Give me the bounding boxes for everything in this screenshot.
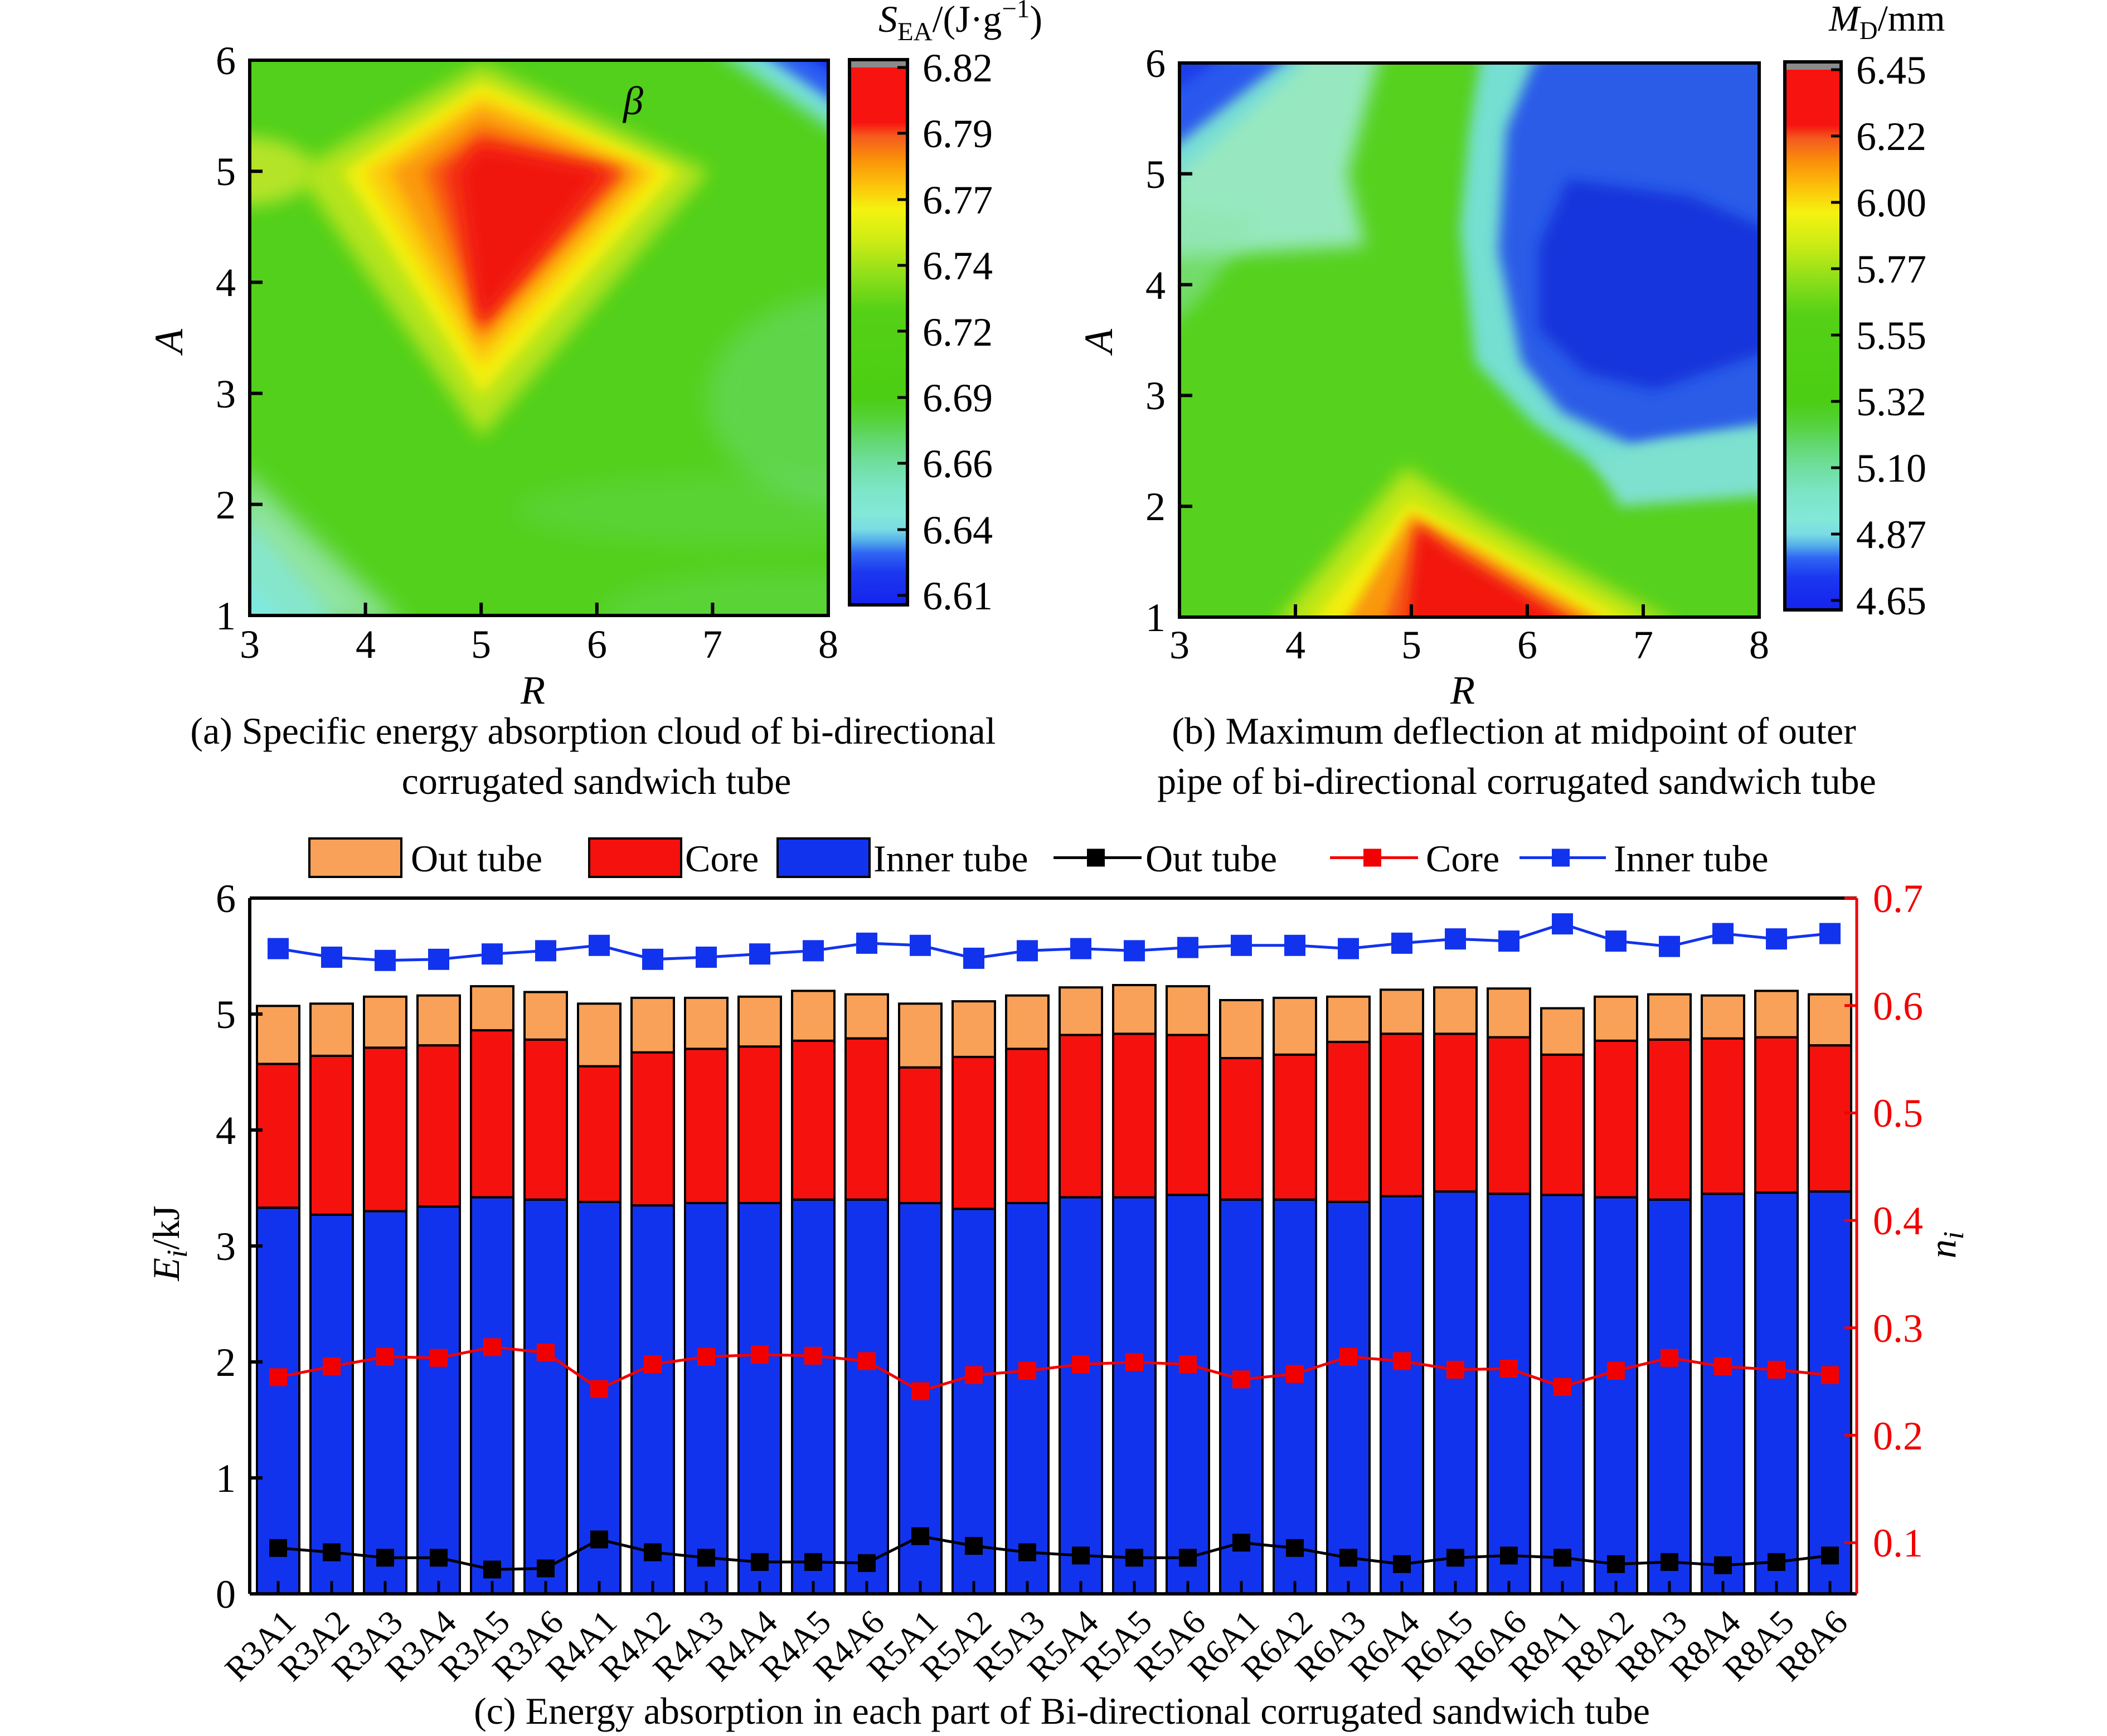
svg-text:4.87: 4.87 bbox=[1856, 512, 1926, 557]
svg-text:A: A bbox=[1076, 328, 1121, 356]
svg-text:6.74: 6.74 bbox=[923, 244, 993, 288]
svg-text:6.77: 6.77 bbox=[923, 178, 993, 222]
svg-text:Core: Core bbox=[685, 837, 759, 880]
svg-text:Inner tube: Inner tube bbox=[873, 837, 1028, 880]
svg-text:5: 5 bbox=[216, 992, 236, 1037]
svg-text:4: 4 bbox=[1285, 623, 1305, 667]
svg-text:6.61: 6.61 bbox=[923, 574, 993, 618]
svg-text:4: 4 bbox=[1145, 263, 1166, 308]
svg-text:3: 3 bbox=[1145, 374, 1166, 418]
svg-text:8: 8 bbox=[818, 622, 838, 667]
svg-text:5.55: 5.55 bbox=[1856, 313, 1926, 358]
svg-text:(c) Energy absorption in each: (c) Energy absorption in each part of Bi… bbox=[474, 1690, 1650, 1732]
svg-text:0.2: 0.2 bbox=[1873, 1414, 1923, 1458]
svg-text:4.65: 4.65 bbox=[1856, 579, 1926, 623]
svg-text:6.22: 6.22 bbox=[1856, 114, 1926, 159]
svg-text:2: 2 bbox=[216, 1340, 236, 1385]
svg-text:corrugated sandwich tube: corrugated sandwich tube bbox=[402, 760, 792, 802]
svg-text:R: R bbox=[1450, 668, 1475, 712]
svg-text:Ei/kJ: Ei/kJ bbox=[145, 1205, 193, 1281]
svg-text:(a) Specific energy absorption: (a) Specific energy absorption cloud of … bbox=[190, 710, 996, 752]
svg-text:SEA/(J·g−1): SEA/(J·g−1) bbox=[878, 0, 1042, 46]
svg-text:6: 6 bbox=[216, 876, 236, 921]
svg-text:pipe of bi-directional corruga: pipe of bi-directional corrugated sandwi… bbox=[1157, 760, 1876, 802]
svg-text:6.72: 6.72 bbox=[923, 310, 993, 355]
svg-text:5.77: 5.77 bbox=[1856, 247, 1926, 292]
svg-text:3: 3 bbox=[240, 622, 260, 667]
svg-text:5: 5 bbox=[471, 622, 491, 667]
svg-text:6.64: 6.64 bbox=[923, 508, 993, 552]
svg-text:0.6: 0.6 bbox=[1873, 984, 1923, 1029]
svg-text:4: 4 bbox=[216, 1108, 236, 1153]
svg-text:β: β bbox=[622, 79, 643, 123]
svg-text:A: A bbox=[147, 328, 191, 356]
svg-text:Out tube: Out tube bbox=[411, 837, 542, 880]
svg-text:6.79: 6.79 bbox=[923, 111, 993, 156]
svg-text:5: 5 bbox=[1145, 152, 1166, 197]
svg-text:R: R bbox=[520, 668, 545, 712]
svg-text:1: 1 bbox=[1145, 595, 1166, 640]
svg-text:2: 2 bbox=[216, 483, 236, 527]
svg-text:0.5: 0.5 bbox=[1873, 1091, 1923, 1136]
svg-text:Inner tube: Inner tube bbox=[1614, 837, 1769, 880]
svg-text:8: 8 bbox=[1749, 623, 1769, 667]
svg-text:1: 1 bbox=[216, 594, 236, 638]
svg-text:6: 6 bbox=[587, 622, 607, 667]
svg-text:4: 4 bbox=[216, 260, 236, 305]
svg-text:0.4: 0.4 bbox=[1873, 1199, 1923, 1243]
svg-text:6.45: 6.45 bbox=[1856, 48, 1926, 93]
svg-text:MD/mm: MD/mm bbox=[1828, 0, 1945, 45]
svg-text:0.1: 0.1 bbox=[1873, 1521, 1923, 1565]
svg-text:ni: ni bbox=[1921, 1231, 1970, 1258]
svg-text:4: 4 bbox=[356, 622, 376, 667]
svg-text:0.3: 0.3 bbox=[1873, 1306, 1923, 1351]
svg-text:3: 3 bbox=[1169, 623, 1190, 667]
svg-text:3: 3 bbox=[216, 1224, 236, 1269]
svg-text:7: 7 bbox=[1633, 623, 1653, 667]
svg-text:7: 7 bbox=[702, 622, 722, 667]
svg-text:6.82: 6.82 bbox=[923, 46, 993, 90]
svg-text:0: 0 bbox=[216, 1572, 236, 1617]
svg-text:5.32: 5.32 bbox=[1856, 380, 1926, 424]
svg-text:1: 1 bbox=[216, 1456, 236, 1501]
svg-text:5.10: 5.10 bbox=[1856, 446, 1926, 491]
svg-text:6.00: 6.00 bbox=[1856, 181, 1926, 225]
svg-text:6: 6 bbox=[216, 38, 236, 83]
svg-text:(b) Maximum deflection at midp: (b) Maximum deflection at midpoint of ou… bbox=[1172, 710, 1856, 752]
svg-text:Out tube: Out tube bbox=[1145, 837, 1277, 880]
svg-text:5: 5 bbox=[216, 149, 236, 194]
svg-text:6: 6 bbox=[1517, 623, 1537, 667]
svg-text:2: 2 bbox=[1145, 484, 1166, 529]
svg-text:Core: Core bbox=[1426, 837, 1499, 880]
svg-text:3: 3 bbox=[216, 372, 236, 416]
svg-text:0.7: 0.7 bbox=[1873, 876, 1923, 921]
svg-text:6: 6 bbox=[1145, 41, 1166, 86]
svg-text:6.69: 6.69 bbox=[923, 376, 993, 420]
svg-text:5: 5 bbox=[1401, 623, 1421, 667]
svg-text:6.66: 6.66 bbox=[923, 442, 993, 486]
